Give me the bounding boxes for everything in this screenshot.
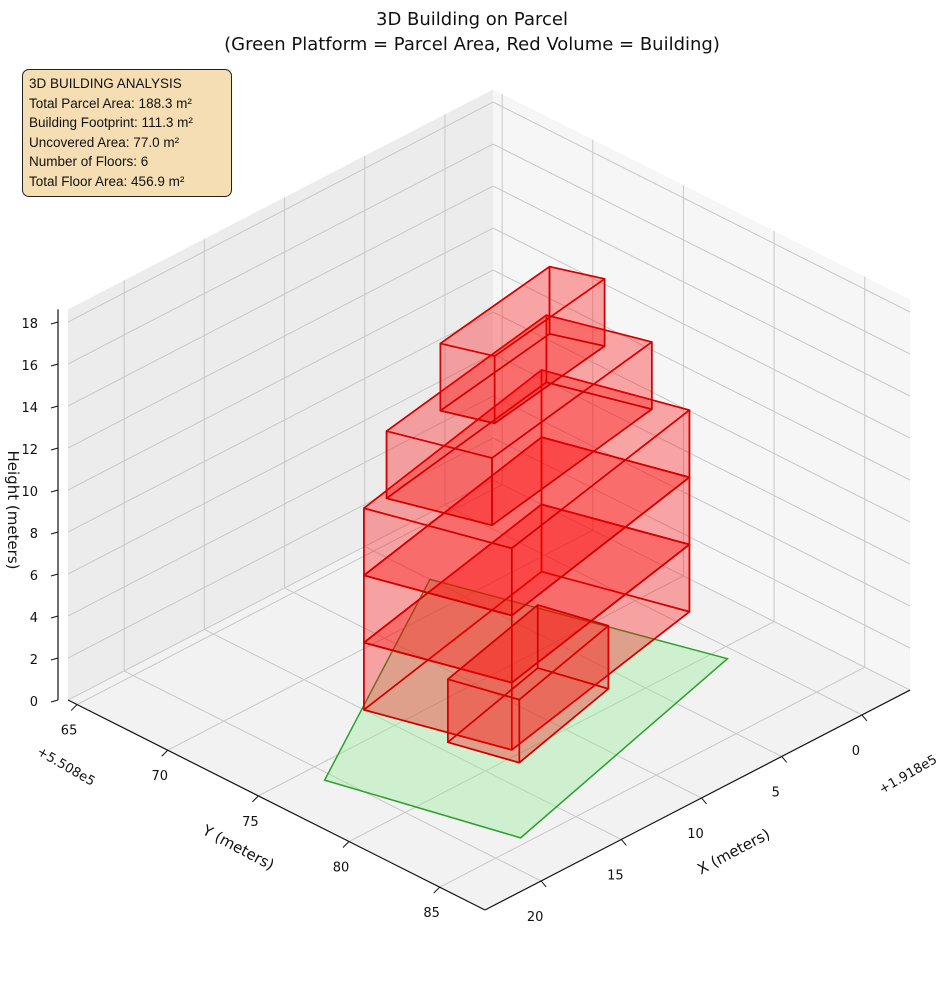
y-tick-label: 80 <box>333 861 350 876</box>
x-tick-label: 0 <box>852 744 860 759</box>
x-tick-label: 20 <box>527 910 544 925</box>
building-face <box>439 265 551 412</box>
grid-line-y <box>76 484 503 706</box>
x-axis-label: X (meters) <box>694 825 773 878</box>
grid-line-z-left <box>67 185 494 407</box>
grid-line-y <box>167 529 594 751</box>
z-tick-mark <box>50 447 59 451</box>
grid-line-z-right <box>492 143 911 355</box>
y-tick-label: 70 <box>151 769 168 784</box>
right-wall-pane <box>493 89 911 691</box>
info-uncovered-area: Uncovered Area: 77.0 m² <box>29 134 180 150</box>
z-tick-label: 12 <box>21 443 38 458</box>
x-tick-mark <box>540 880 547 888</box>
grid-line-z-right <box>492 353 911 565</box>
z-tick-mark <box>50 573 59 577</box>
grid-line-z-left <box>67 353 494 575</box>
z-tick-label: 18 <box>21 317 38 332</box>
grid-line-z-left <box>67 101 494 323</box>
info-total-floor-area: Total Floor Area: 456.9 m² <box>29 173 185 189</box>
left-wall-pane <box>68 89 494 701</box>
z-tick-mark <box>50 699 59 703</box>
grid-line-x <box>364 546 782 757</box>
grid-line-y <box>439 666 865 888</box>
z-tick-mark <box>50 363 59 367</box>
grid-line-z-left <box>67 143 494 365</box>
chart-title: 3D Building on Parcel <box>376 9 568 30</box>
grid-line-z-right <box>492 227 911 439</box>
grid-line-z-left <box>67 227 494 449</box>
z-tick-mark <box>50 657 59 661</box>
grid-line-z-left <box>67 479 494 701</box>
y-tick-mark <box>433 886 441 894</box>
y-tick-label: 65 <box>61 724 78 739</box>
x-tick-mark <box>781 756 788 763</box>
z-tick-mark <box>50 321 59 325</box>
chart-subtitle: (Green Platform = Parcel Area, Red Volum… <box>224 34 720 55</box>
z-tick-mark <box>50 405 59 409</box>
grid-line-z-right <box>492 269 911 481</box>
building-face <box>548 265 606 347</box>
z-tick-label: 2 <box>30 653 38 668</box>
grid-line-z-left <box>67 437 494 659</box>
grid-line-z-right <box>492 395 911 607</box>
y-tick-label: 75 <box>242 815 259 830</box>
building-volume <box>363 265 691 764</box>
z-tick-label: 0 <box>30 695 38 710</box>
grid-line-x <box>204 629 622 840</box>
y-tick-mark <box>70 704 78 711</box>
y-offset-text: +5.508e5 <box>34 744 97 789</box>
axis-lines <box>57 309 911 911</box>
info-floors: Number of Floors: 6 <box>29 154 149 169</box>
z-tick-label: 10 <box>21 485 38 500</box>
y-tick-mark <box>252 795 259 803</box>
z-tick-label: 4 <box>30 611 38 626</box>
grid-line-x <box>444 504 863 716</box>
z-tick-mark <box>50 615 59 619</box>
axes-panes <box>68 89 911 910</box>
x-tick-label: 15 <box>607 868 624 883</box>
info-box: 3D BUILDING ANALYSIS Total Parcel Area: … <box>22 69 232 197</box>
y-axis-line <box>67 699 486 911</box>
tick-labels: 0 5 10 15 20 65 70 75 80 85 0 2 4 6 8 10 12 14 16 18 <box>21 317 868 925</box>
x-tick-mark <box>861 714 868 722</box>
y-tick-label: 85 <box>423 906 440 921</box>
x-tick-label: 5 <box>772 785 780 800</box>
z-tick-label: 8 <box>30 527 38 542</box>
z-tick-label: 6 <box>30 569 38 584</box>
x-tick-label: 10 <box>687 827 704 842</box>
grid-line-x <box>123 670 542 882</box>
grid-line-z-left <box>67 269 494 491</box>
grid-line-z-right <box>492 101 911 313</box>
grid-line-y <box>348 621 775 842</box>
info-heading: 3D BUILDING ANALYSIS <box>29 76 182 91</box>
grid-line-z-right <box>492 185 911 397</box>
floor-pane <box>68 480 911 910</box>
z-tick-label: 16 <box>21 359 38 374</box>
y-tick-mark <box>342 841 350 848</box>
grid-line-z-left <box>67 395 494 617</box>
x-tick-mark <box>701 797 707 805</box>
parcel-polygon <box>323 578 729 839</box>
grid-line-z-left <box>67 311 494 533</box>
x-tick-mark <box>620 839 627 846</box>
x-offset-text: +1.918e5 <box>877 752 940 797</box>
grid-line-z-right <box>492 311 911 523</box>
y-axis-label: Y (meters) <box>199 821 278 874</box>
x-axis-line <box>484 689 911 911</box>
grid-line-z-right <box>492 479 911 691</box>
info-building-footprint: Building Footprint: 111.3 m² <box>29 115 193 130</box>
z-axis-label: Height (meters) <box>4 451 22 570</box>
y-tick-mark <box>161 749 169 757</box>
z-tick-mark <box>50 531 59 535</box>
building-face <box>447 604 539 744</box>
z-tick-label: 14 <box>21 401 38 416</box>
z-tick-mark <box>50 489 59 493</box>
parcel-platform <box>323 578 729 839</box>
grid-lines <box>67 94 911 888</box>
info-parcel-area: Total Parcel Area: 188.3 m² <box>29 95 192 111</box>
building-face <box>385 314 548 500</box>
